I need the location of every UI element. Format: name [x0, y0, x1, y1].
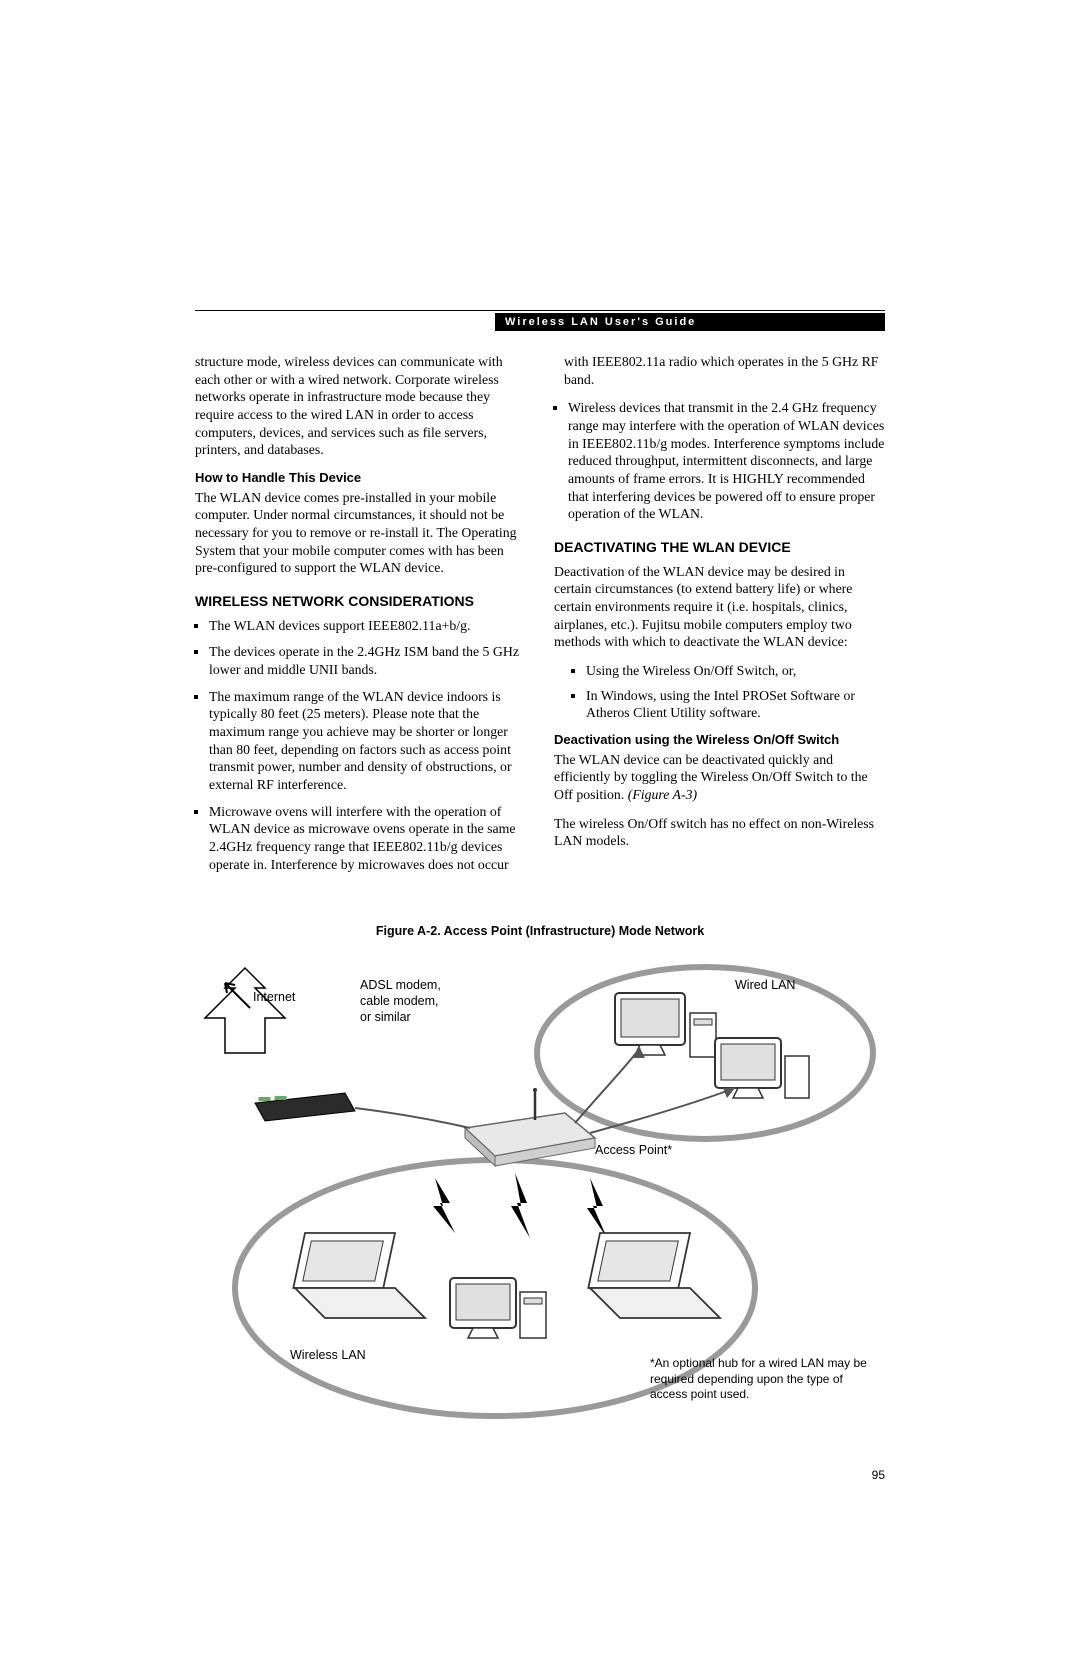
label-wired-lan: Wired LAN [735, 978, 795, 994]
list-item: Microwave ovens will interfere with the … [209, 803, 526, 874]
list-item: Wireless devices that transmit in the 2.… [568, 399, 885, 523]
handle-heading: How to Handle This Device [195, 470, 526, 487]
network-diagram: Internet ADSL modem, cable modem, or sim… [195, 948, 885, 1438]
document-page: Wireless LAN User's Guide structure mode… [0, 0, 1080, 1542]
interference-list: Wireless devices that transmit in the 2.… [554, 399, 885, 523]
header-bar: Wireless LAN User's Guide [495, 313, 885, 331]
intro-paragraph: structure mode, wireless devices can com… [195, 353, 526, 459]
handle-body: The WLAN device comes pre-installed in y… [195, 489, 526, 577]
top-rule [195, 310, 885, 311]
label-wireless-lan: Wireless LAN [290, 1348, 366, 1364]
deactivation-methods-list: Using the Wireless On/Off Switch, or, In… [554, 662, 885, 722]
diagram-footnote: *An optional hub for a wired LAN may be … [650, 1356, 880, 1403]
figure-caption: Figure A-2. Access Point (Infrastructure… [195, 924, 885, 938]
list-item: The maximum range of the WLAN device ind… [209, 688, 526, 794]
list-item: The WLAN devices support IEEE802.11a+b/g… [209, 617, 526, 635]
switch-body-1: The WLAN device can be deactivated quick… [554, 751, 885, 804]
two-column-layout: structure mode, wireless devices can com… [195, 353, 885, 882]
continuation-text: with IEEE802.11a radio which operates in… [554, 353, 885, 388]
left-column: structure mode, wireless devices can com… [195, 353, 526, 882]
deactivating-body: Deactivation of the WLAN device may be d… [554, 563, 885, 651]
considerations-heading: WIRELESS NETWORK CONSIDERATIONS [195, 593, 526, 611]
label-modem: ADSL modem, cable modem, or similar [360, 978, 441, 1025]
list-item: Using the Wireless On/Off Switch, or, [586, 662, 885, 680]
deactivating-heading: DEACTIVATING THE WLAN DEVICE [554, 539, 885, 557]
list-item: The devices operate in the 2.4GHz ISM ba… [209, 643, 526, 678]
switch-body-2: The wireless On/Off switch has no effect… [554, 815, 885, 850]
considerations-list: The WLAN devices support IEEE802.11a+b/g… [195, 617, 526, 874]
label-access-point: Access Point* [595, 1143, 672, 1159]
list-item: In Windows, using the Intel PROSet Softw… [586, 687, 885, 722]
page-number: 95 [195, 1468, 885, 1482]
right-column: with IEEE802.11a radio which operates in… [554, 353, 885, 882]
label-internet: Internet [253, 990, 295, 1006]
switch-heading: Deactivation using the Wireless On/Off S… [554, 732, 885, 749]
